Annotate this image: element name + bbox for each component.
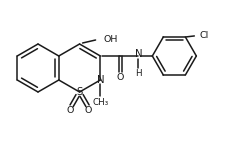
Text: CH₃: CH₃: [92, 97, 108, 106]
Text: N: N: [96, 75, 104, 85]
Text: O: O: [67, 106, 74, 115]
Text: N: N: [135, 49, 142, 59]
Text: Cl: Cl: [199, 31, 208, 40]
Text: O: O: [117, 73, 124, 82]
Text: OH: OH: [104, 36, 118, 45]
Text: H: H: [135, 70, 142, 79]
Text: S: S: [76, 87, 83, 97]
Text: O: O: [85, 106, 92, 115]
